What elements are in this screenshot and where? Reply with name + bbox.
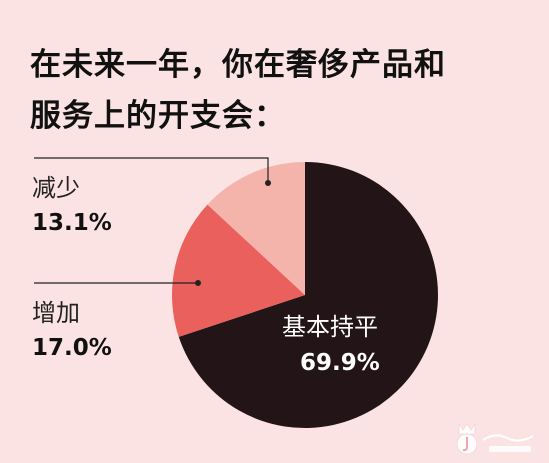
pie-slices bbox=[172, 162, 439, 428]
slice-label-flat: 基本持平 bbox=[282, 313, 378, 341]
pie-slice-1 bbox=[172, 204, 305, 337]
slice-value-flat: 69.9% bbox=[300, 350, 380, 376]
brand-logo bbox=[456, 423, 534, 455]
slice-label-increase: 增加 bbox=[32, 299, 80, 327]
leader-dot-increase bbox=[195, 280, 201, 286]
leader-line-decrease bbox=[34, 157, 269, 183]
slice-value-increase: 17.0% bbox=[32, 335, 112, 361]
slice-value-decrease: 13.1% bbox=[32, 210, 112, 236]
slice-label-decrease: 减少 bbox=[32, 174, 80, 202]
chart-title-line-1: 在未来一年，你在奢侈产品和 bbox=[30, 47, 446, 83]
pie-slice-2 bbox=[207, 162, 305, 295]
pie-slice-0 bbox=[178, 162, 439, 428]
chart-title-line-2: 服务上的开支会： bbox=[30, 98, 286, 134]
leader-dot-decrease bbox=[265, 180, 271, 186]
